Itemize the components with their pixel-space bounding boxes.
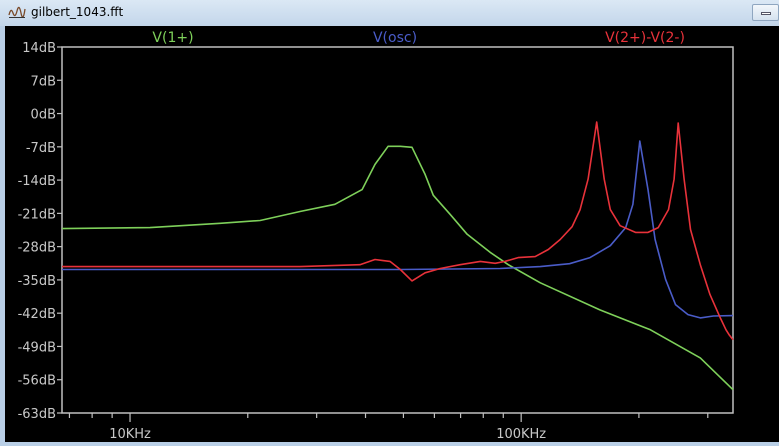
series-line-1 bbox=[62, 140, 734, 319]
y-tick-label: -21dB bbox=[18, 207, 56, 222]
y-tick-label: -49dB bbox=[18, 340, 56, 355]
y-tick-label: 7dB bbox=[31, 74, 56, 89]
y-tick-label: -7dB bbox=[26, 141, 56, 156]
x-tick-label: 100KHz bbox=[496, 427, 546, 442]
x-tick-label: 10KHz bbox=[109, 427, 151, 442]
y-tick-label: -56dB bbox=[18, 374, 56, 389]
plot-frame bbox=[61, 46, 734, 414]
waveform-icon bbox=[8, 6, 26, 18]
y-tick-label: 14dB bbox=[22, 41, 56, 56]
plot-pane[interactable]: 14dB 7dB 0dB -7dB -14dB -21dB -28dB -35dB -42dB -… bbox=[5, 26, 779, 442]
minimize-button[interactable] bbox=[752, 4, 779, 21]
series-line-2 bbox=[62, 121, 734, 341]
legend-v-1-: V(1+) bbox=[152, 30, 193, 46]
fft-chart[interactable]: 14dB 7dB 0dB -7dB -14dB -21dB -28dB -35dB -42dB -… bbox=[5, 26, 779, 442]
y-tick-label: -42dB bbox=[18, 307, 56, 322]
minimize-icon bbox=[761, 12, 771, 15]
legend-v-osc-: V(osc) bbox=[373, 30, 417, 46]
series-line-0 bbox=[61, 145, 734, 391]
y-tick-label: 0dB bbox=[31, 108, 56, 123]
y-tick-label: -28dB bbox=[18, 241, 56, 256]
y-tick-label: -35dB bbox=[18, 274, 56, 289]
title-bar: gilbert_1043.fft bbox=[0, 0, 779, 26]
y-tick-label: -63dB bbox=[18, 407, 56, 422]
window-title: gilbert_1043.fft bbox=[31, 5, 124, 19]
legend-v-2-v-2-: V(2+)-V(2-) bbox=[605, 30, 685, 46]
y-tick-label: -14dB bbox=[18, 174, 56, 189]
